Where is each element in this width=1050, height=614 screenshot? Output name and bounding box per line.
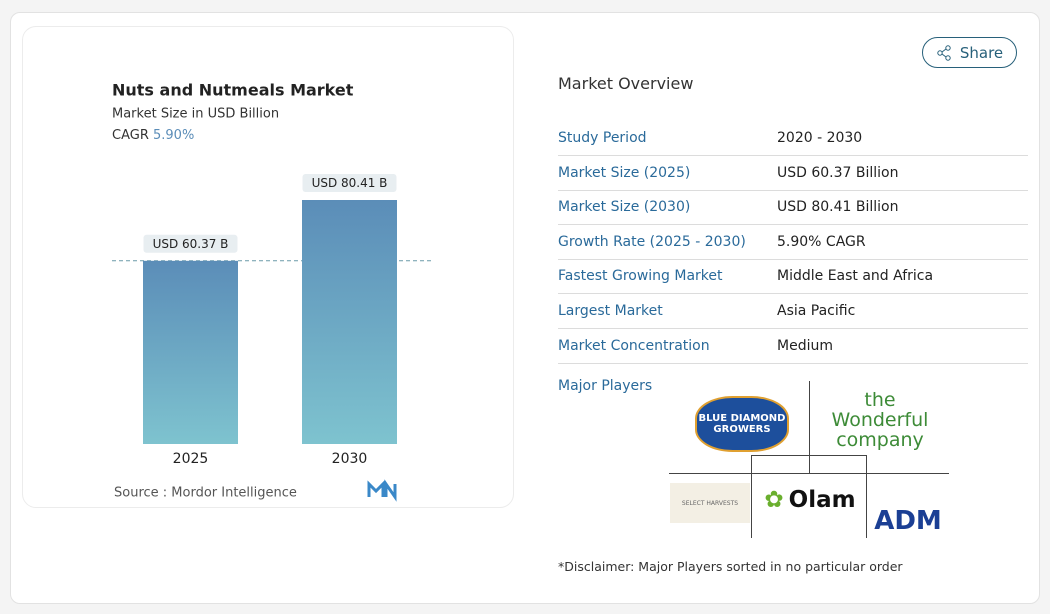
player-logo: BLUE DIAMOND GROWERS	[695, 396, 789, 452]
share-button[interactable]: Share	[922, 37, 1017, 68]
value-label: USD 80.41 B	[312, 176, 388, 190]
player-logo: ✿ Olam	[760, 480, 860, 520]
players-title: Major Players	[558, 378, 653, 394]
overview-row: Growth Rate (2025 - 2030) 5.90% CAGR	[558, 225, 1028, 260]
grid-divider	[669, 473, 949, 474]
value-label-box	[143, 234, 238, 253]
grid-divider	[809, 381, 810, 473]
share-icon	[937, 44, 951, 61]
row-value: Medium	[777, 337, 833, 354]
row-value: USD 60.37 Billion	[777, 164, 899, 181]
player-logo: SELECT HARVESTS	[670, 483, 750, 523]
source: Source : Mordor Intelligence	[114, 486, 297, 501]
cagr: CAGR 5.90%	[112, 128, 194, 143]
grid-divider	[866, 455, 867, 538]
row-value: 5.90% CAGR	[777, 233, 866, 250]
chart-subtitle: Market Size in USD Billion	[112, 107, 279, 122]
row-label: Fastest Growing Market	[558, 268, 723, 285]
value-label: USD 60.37 B	[153, 237, 229, 251]
grid-divider	[751, 455, 752, 538]
chart-title: Nuts and Nutmeals Market	[112, 81, 354, 100]
overview-row: Market Concentration Medium	[558, 329, 1028, 364]
row-label: Market Size (2025)	[558, 164, 691, 181]
bar	[143, 260, 238, 444]
row-value: Asia Pacific	[777, 303, 856, 319]
overview-row: Study Period 2020 - 2030	[558, 121, 1028, 156]
row-label: Study Period	[558, 130, 647, 146]
row-value: Middle East and Africa	[777, 268, 934, 285]
row-label: Market Concentration	[558, 337, 710, 354]
overview-row: Largest Market Asia Pacific	[558, 294, 1028, 329]
value-label-box	[302, 174, 397, 192]
overview-title: Market Overview	[558, 74, 694, 93]
cagr-value: 5.90%	[153, 128, 194, 143]
x-tick-label: 2030	[332, 451, 368, 467]
player-logo: ADM	[874, 506, 942, 536]
share-label: Share	[959, 43, 1004, 62]
cagr-label: CAGR	[112, 128, 149, 143]
row-label: Largest Market	[558, 303, 663, 319]
chart-card	[22, 26, 514, 508]
grid-divider	[751, 455, 866, 456]
overview-row: Market Size (2025) USD 60.37 Billion	[558, 156, 1028, 191]
player-name: Olam	[788, 487, 856, 513]
brand-logo	[367, 479, 397, 502]
row-label: Growth Rate (2025 - 2030)	[558, 233, 746, 250]
overview-row: Market Size (2030) USD 80.41 Billion	[558, 190, 1028, 226]
disclaimer: *Disclaimer: Major Players sorted in no …	[558, 559, 903, 574]
player-logo: the Wonderful company	[831, 389, 929, 451]
row-label: Market Size (2030)	[558, 199, 691, 216]
olam-leaf: ✿	[764, 487, 784, 513]
x-tick-label: 2025	[173, 451, 209, 467]
row-value: USD 80.41 Billion	[777, 199, 899, 216]
bar	[302, 200, 397, 444]
row-value: 2020 - 2030	[777, 130, 863, 146]
overview-row: Fastest Growing Market Middle East and Af…	[558, 259, 1028, 295]
